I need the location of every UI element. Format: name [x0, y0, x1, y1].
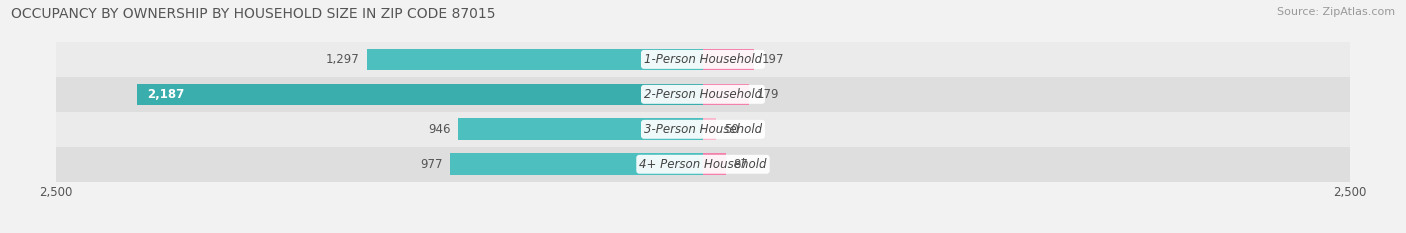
Text: 2,187: 2,187 [148, 88, 184, 101]
Text: 179: 179 [756, 88, 779, 101]
Bar [56, 147, 1350, 182]
Bar [367, 49, 703, 70]
Text: 1,297: 1,297 [326, 53, 360, 66]
Bar [703, 118, 716, 140]
Text: 977: 977 [420, 158, 443, 171]
Bar [56, 112, 1350, 147]
Text: 50: 50 [724, 123, 738, 136]
Text: 4+ Person Household: 4+ Person Household [640, 158, 766, 171]
Text: Source: ZipAtlas.com: Source: ZipAtlas.com [1277, 7, 1395, 17]
Text: 2-Person Household: 2-Person Household [644, 88, 762, 101]
Text: OCCUPANCY BY OWNERSHIP BY HOUSEHOLD SIZE IN ZIP CODE 87015: OCCUPANCY BY OWNERSHIP BY HOUSEHOLD SIZE… [11, 7, 496, 21]
Bar [703, 153, 725, 175]
Bar [703, 83, 749, 105]
Bar [56, 77, 1350, 112]
Bar [458, 118, 703, 140]
Text: 87: 87 [734, 158, 748, 171]
Text: 3-Person Household: 3-Person Household [644, 123, 762, 136]
Text: 197: 197 [762, 53, 785, 66]
Bar [450, 153, 703, 175]
Bar [703, 49, 754, 70]
Bar [56, 42, 1350, 77]
Text: 1-Person Household: 1-Person Household [644, 53, 762, 66]
Bar [138, 83, 703, 105]
Text: 946: 946 [427, 123, 450, 136]
